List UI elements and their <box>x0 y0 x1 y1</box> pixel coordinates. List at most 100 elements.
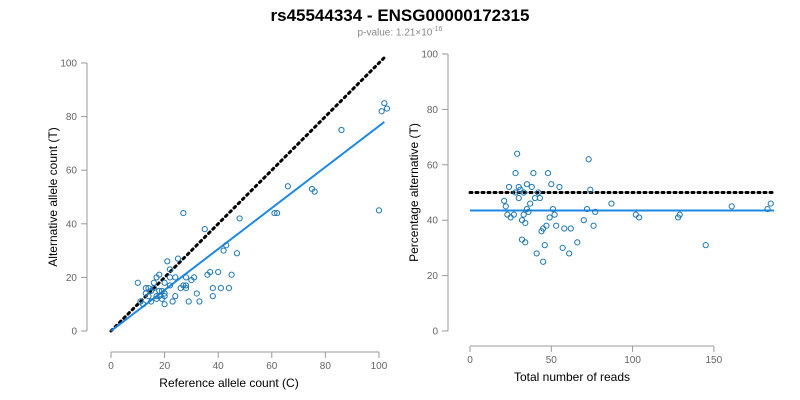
data-point <box>150 279 157 286</box>
x-tick-label: 80 <box>320 361 332 372</box>
x-tick-label: 40 <box>213 361 225 372</box>
data-point <box>161 301 168 308</box>
data-point <box>587 186 594 193</box>
data-point <box>561 225 568 232</box>
data-point <box>518 217 526 224</box>
data-point <box>510 211 517 218</box>
data-point <box>543 222 550 229</box>
data-point <box>553 222 560 229</box>
data-point <box>728 203 735 210</box>
data-point <box>501 197 508 204</box>
data-point <box>533 250 540 257</box>
y-tick-label: 60 <box>66 166 78 177</box>
data-point <box>153 293 160 300</box>
y-axis-label: Percentage alternative (T) <box>407 123 421 262</box>
data-point <box>676 211 683 218</box>
data-point <box>381 100 388 107</box>
x-tick-label: 100 <box>371 361 388 372</box>
data-point <box>635 214 643 221</box>
data-point <box>166 282 174 289</box>
data-point <box>223 242 230 249</box>
data-point <box>236 215 243 222</box>
data-point <box>504 211 511 218</box>
data-point <box>507 214 514 221</box>
y-tick-label: 40 <box>427 216 439 227</box>
y-tick-label: 80 <box>427 105 439 116</box>
data-point <box>527 200 534 207</box>
panel-2: 0 20 40 60 80 100 0 50 100 150 Total number of rea… <box>407 50 776 384</box>
x-axis-label: Reference allele count (C) <box>159 376 298 390</box>
data-point <box>172 293 179 300</box>
data-point <box>156 271 163 278</box>
data-point <box>274 209 281 217</box>
data-point <box>541 242 548 249</box>
data-point <box>185 298 192 305</box>
x-tick-label: 0 <box>108 361 114 372</box>
data-point <box>161 279 168 286</box>
data-point <box>182 274 190 281</box>
panel-1: 0 20 40 60 80 100 0 20 40 60 80 100 Reference allele… <box>46 56 391 390</box>
data-point <box>166 274 174 281</box>
data-point <box>164 258 171 265</box>
data-point <box>632 211 639 218</box>
data-point <box>172 274 179 281</box>
chart-subtitle: p-value: 1.21×10-16 <box>0 26 800 38</box>
data-point <box>566 250 573 257</box>
data-point <box>523 181 530 188</box>
data-point <box>522 239 529 246</box>
data-point <box>514 150 521 157</box>
y-tick-label: 40 <box>66 219 78 230</box>
data-point <box>180 209 187 217</box>
x-tick-label: 150 <box>706 355 723 366</box>
y-tick-label: 100 <box>421 50 438 61</box>
x-tick-label: 0 <box>467 355 473 366</box>
data-point <box>540 258 547 265</box>
data-point <box>525 208 532 215</box>
x-axis-label: Total number of reads <box>514 370 630 384</box>
data-point <box>580 217 587 224</box>
data-point <box>271 209 278 217</box>
data-point <box>608 200 615 207</box>
data-point <box>702 242 709 249</box>
p-value-text: p-value: 1.21×10 <box>357 27 433 39</box>
y-axis-label: Alternative allele count (T) <box>46 127 60 266</box>
data-point <box>140 301 147 308</box>
data-point <box>311 188 318 195</box>
y-tick-label: 100 <box>60 59 77 70</box>
data-point <box>196 298 203 305</box>
data-point <box>207 268 214 276</box>
p-value-exponent: -16 <box>432 26 443 33</box>
data-point <box>215 268 222 276</box>
data-point <box>209 293 216 300</box>
data-point <box>535 189 542 196</box>
data-point <box>520 189 527 196</box>
data-point <box>338 126 345 134</box>
data-point <box>225 285 233 292</box>
y-tick-label: 20 <box>66 273 78 284</box>
data-point <box>502 203 509 210</box>
data-point <box>220 247 227 254</box>
data-point <box>767 200 774 207</box>
data-point <box>145 293 152 300</box>
data-point <box>512 170 519 177</box>
data-point <box>574 239 581 246</box>
y-tick-label: 20 <box>427 271 439 282</box>
data-point <box>512 189 519 196</box>
x-tick-label: 50 <box>546 355 558 366</box>
data-point <box>174 255 182 262</box>
data-point <box>233 250 241 257</box>
data-point <box>383 105 391 112</box>
data-point <box>592 208 599 215</box>
y-tick-label: 80 <box>66 112 78 123</box>
data-point <box>161 293 168 300</box>
data-point <box>217 285 224 292</box>
data-point <box>549 206 557 213</box>
data-point <box>536 194 544 202</box>
data-point <box>505 183 513 191</box>
data-point <box>590 222 597 229</box>
x-tick-label: 60 <box>266 361 278 372</box>
data-point <box>548 181 555 188</box>
data-point <box>166 266 174 273</box>
data-point <box>228 271 235 278</box>
data-point <box>556 183 563 191</box>
